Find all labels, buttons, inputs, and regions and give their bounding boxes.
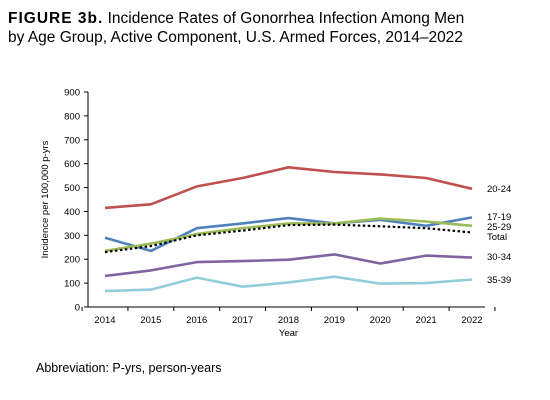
series-line-total [104, 223, 473, 254]
chart-title: FIGURE 3b. Incidence Rates of Gonorrhea … [8, 9, 543, 47]
x-tick-label: 2021 [416, 315, 437, 326]
end-label-total: Total [487, 232, 507, 243]
y-tick-label: 200 [64, 255, 80, 266]
y-tick-label: 900 [64, 88, 80, 99]
series-lines [104, 166, 473, 293]
x-axis-label: Year [279, 328, 298, 339]
y-tick-label: 800 [64, 111, 80, 122]
y-tick-label: 500 [64, 183, 80, 194]
figure-label: FIGURE 3b. [8, 10, 104, 27]
end-label-30-34: 30-34 [487, 252, 511, 263]
x-tick-label: 2018 [278, 315, 299, 326]
x-tick-label: 2017 [232, 315, 253, 326]
series-line-35-39 [104, 275, 473, 293]
y-tick-label: 300 [64, 231, 80, 242]
x-tick-label: 2022 [461, 315, 482, 326]
x-tick-label: 2019 [324, 315, 345, 326]
end-label-20-24: 20-24 [487, 184, 511, 195]
footnote: Abbreviation: P-yrs, person-years [36, 361, 222, 375]
end-label-17-19: 17-19 [487, 212, 511, 223]
series-line-25-29 [104, 217, 473, 253]
y-tick-label: 600 [64, 159, 80, 170]
y-tick-labels: 0 100 200 300 400 500 600 700 800 900 [64, 88, 80, 314]
x-tick-label: 2015 [140, 315, 161, 326]
x-tick-label: 2014 [94, 315, 115, 326]
y-tick-label: 700 [64, 135, 80, 146]
series-line-20-24 [104, 166, 473, 210]
x-tick-label: 2016 [186, 315, 207, 326]
chart-axes [81, 91, 496, 311]
series-line-30-34 [104, 253, 473, 278]
x-tick-label: 2020 [370, 315, 391, 326]
y-axis-label: Incidence per 100,000 p-yrs [40, 140, 51, 258]
title-line-1: Incidence Rates of Gonorrhea Infection A… [107, 10, 465, 27]
title-line-2: by Age Group, Active Component, U.S. Arm… [8, 29, 463, 46]
y-tick-label: 400 [64, 207, 80, 218]
end-label-25-29: 25-29 [487, 222, 511, 233]
y-tick-label: 100 [64, 279, 80, 290]
x-tick-labels: 2014 2015 2016 2017 2018 2019 2020 2021 2022 [94, 315, 482, 326]
y-tick-label: 0 [75, 303, 80, 314]
end-label-35-39: 35-39 [487, 275, 511, 286]
